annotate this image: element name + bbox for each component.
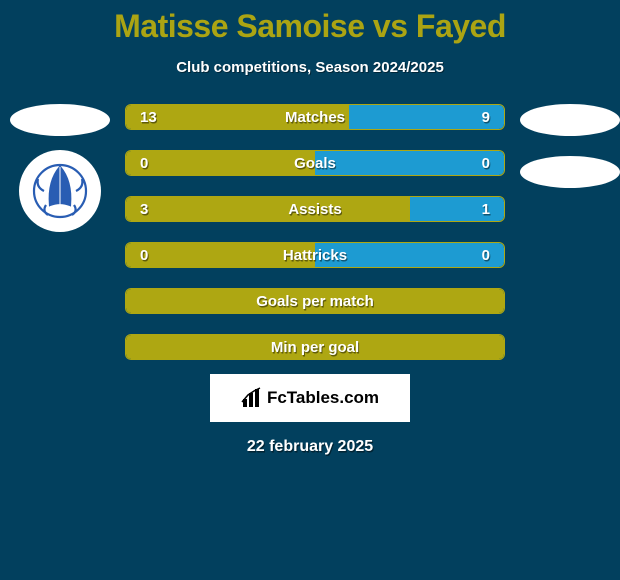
comparison-card: Matisse Samoise vs Fayed Club competitio… (0, 0, 620, 580)
stat-label: Goals per match (126, 289, 504, 313)
stat-bar: 139Matches (125, 104, 505, 130)
stat-bars: 139Matches 00Goals 31Assists 00Hattricks Goa… (125, 104, 505, 360)
stat-label: Hattricks (126, 243, 504, 267)
stat-label: Assists (126, 197, 504, 221)
team-logo-circle (19, 150, 101, 232)
team-logo-oval (520, 104, 620, 136)
bars-icon (241, 387, 263, 409)
page-title: Matisse Samoise vs Fayed (0, 0, 620, 45)
left-team-logos (5, 104, 115, 360)
footer-brand-text: FcTables.com (267, 388, 379, 408)
right-team-logos (515, 104, 620, 360)
team-logo-oval (520, 156, 620, 188)
feather-icon (30, 161, 90, 221)
stat-label: Min per goal (126, 335, 504, 359)
stat-bar: 31Assists (125, 196, 505, 222)
team-logo-oval (10, 104, 110, 136)
stat-label: Matches (126, 105, 504, 129)
subtitle: Club competitions, Season 2024/2025 (0, 59, 620, 76)
stat-bar: 00Goals (125, 150, 505, 176)
date-label: 22 february 2025 (0, 438, 620, 456)
stat-label: Goals (126, 151, 504, 175)
footer-brand: FcTables.com (210, 374, 410, 422)
stat-bar: Min per goal (125, 334, 505, 360)
stat-bar: Goals per match (125, 288, 505, 314)
content-grid: 139Matches 00Goals 31Assists 00Hattricks Goa… (0, 104, 620, 360)
stat-bar: 00Hattricks (125, 242, 505, 268)
